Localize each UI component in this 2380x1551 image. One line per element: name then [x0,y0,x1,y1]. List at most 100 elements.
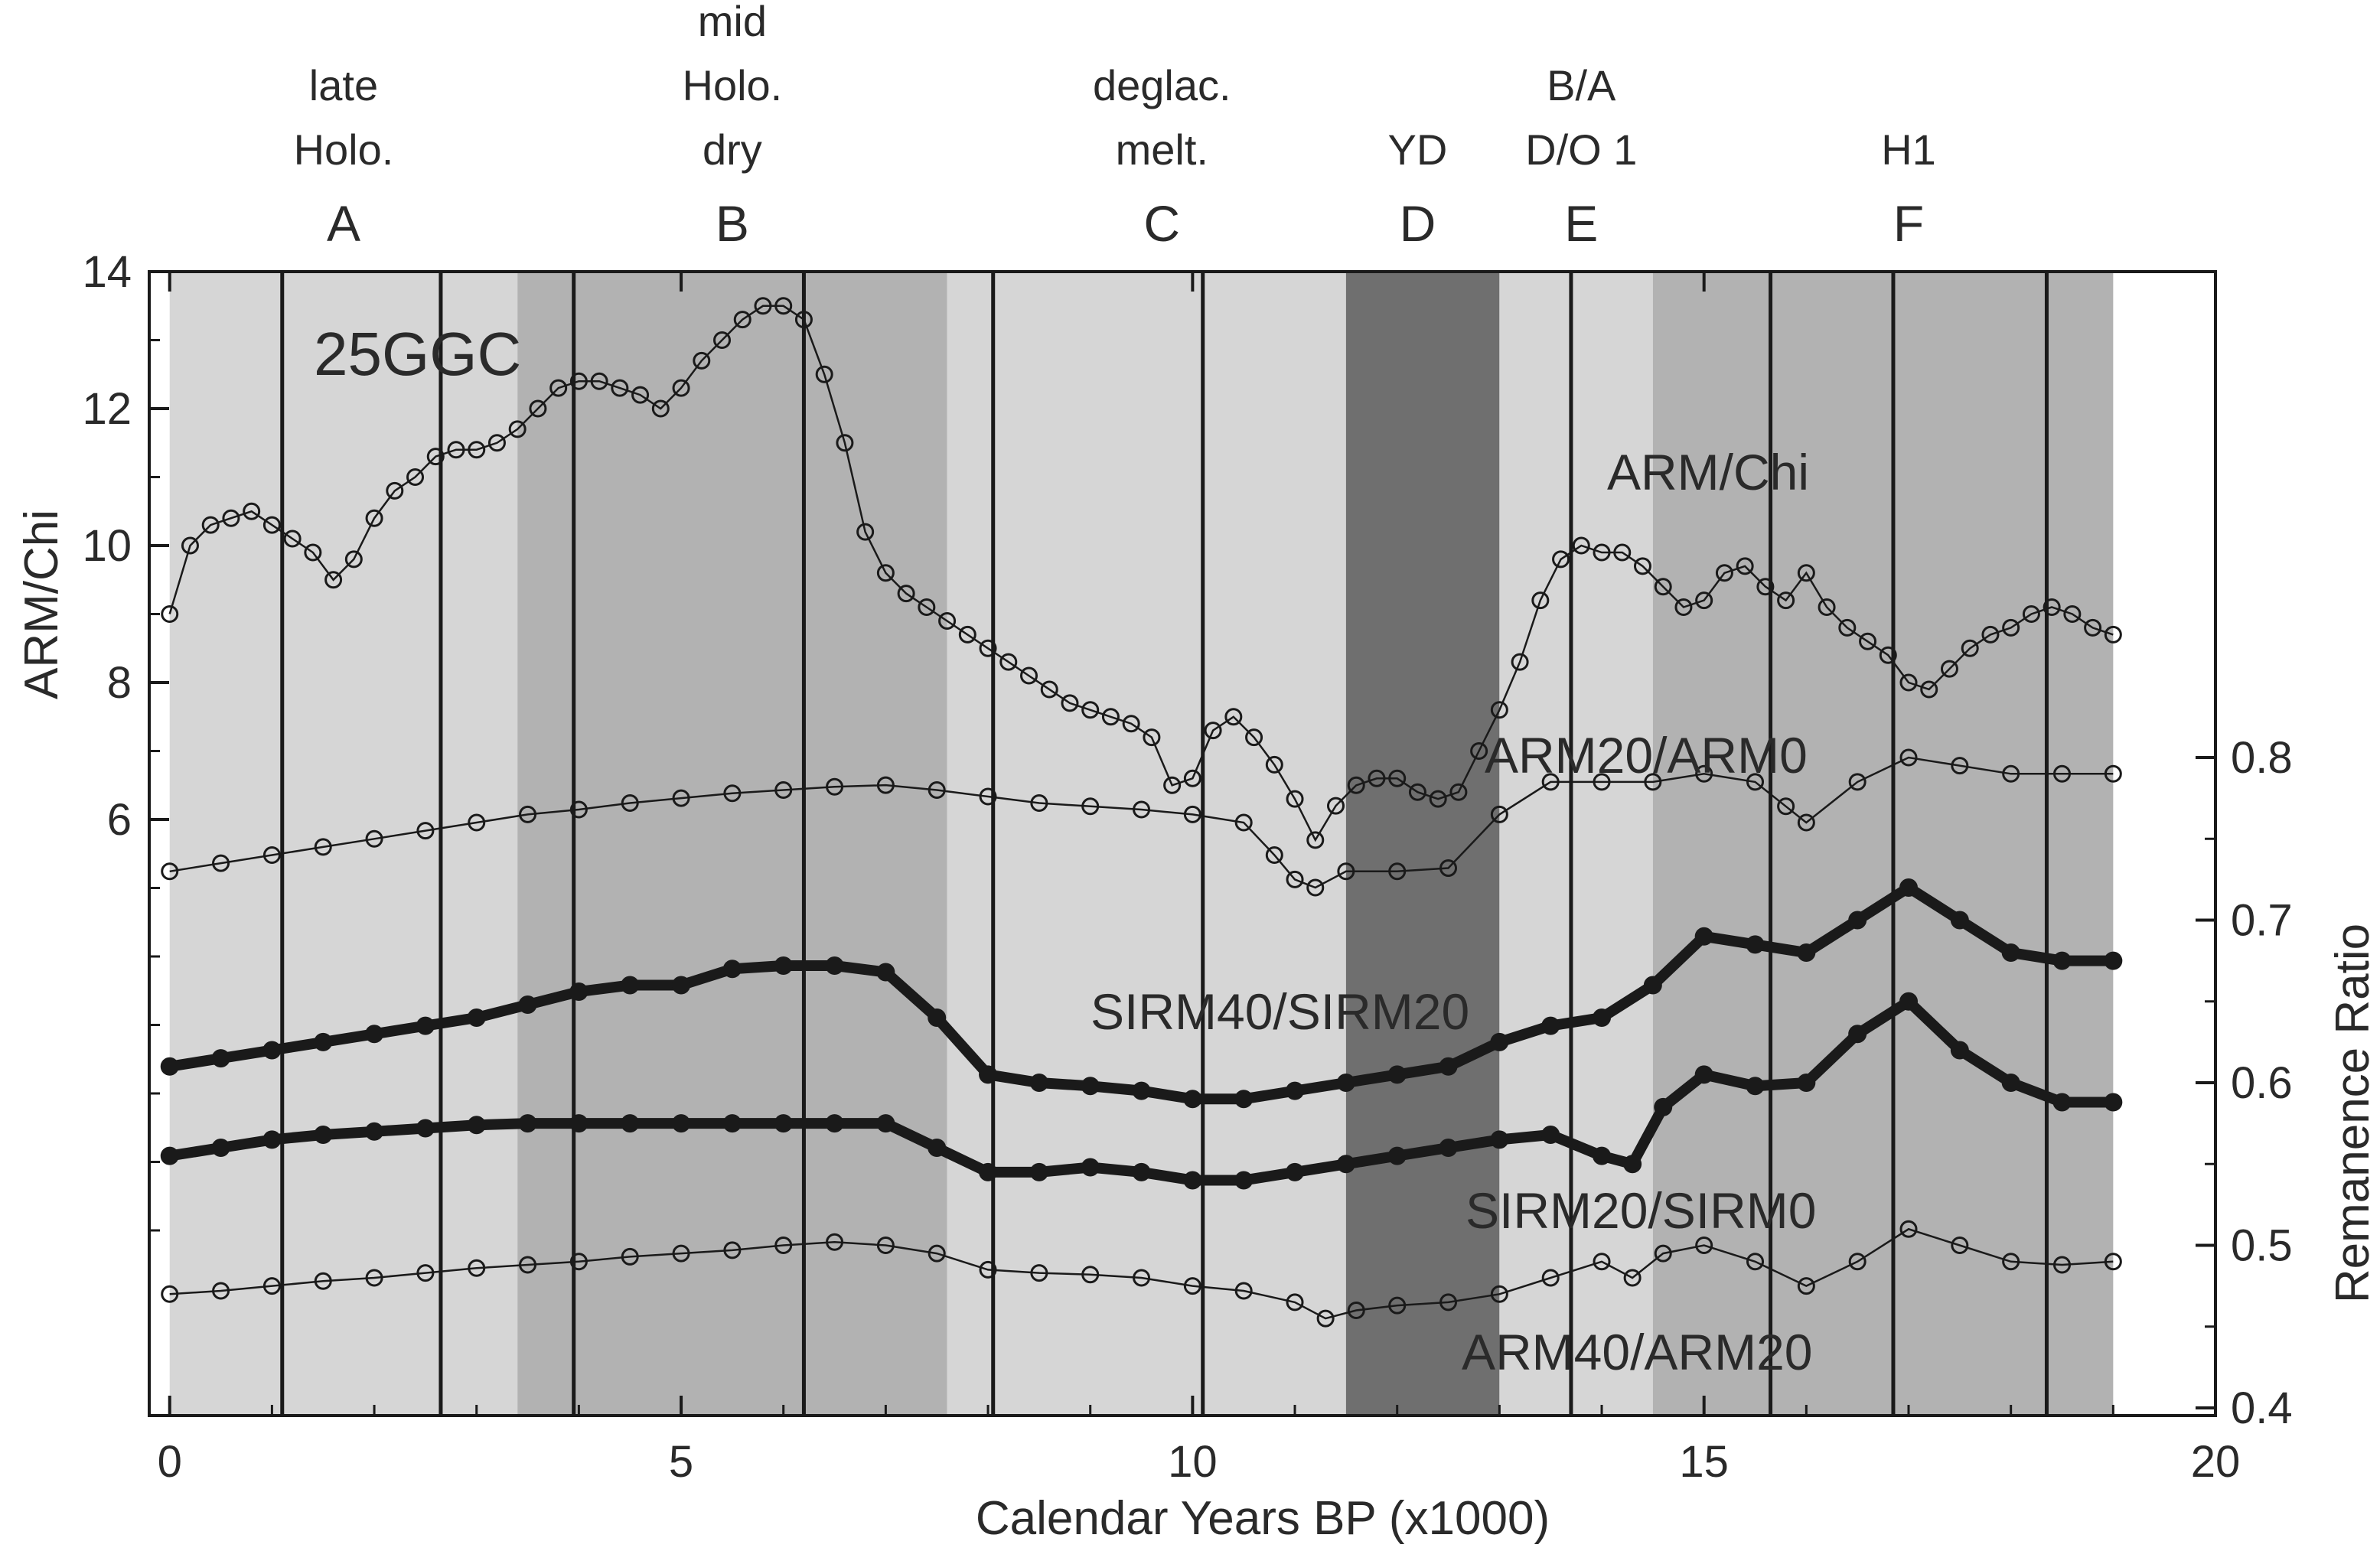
interval-letter: F [1893,195,1924,252]
data-point [416,1264,435,1282]
data-point [1746,1253,1765,1271]
data-point [161,1285,179,1303]
data-point [1695,764,1713,783]
data-point [1143,728,1161,747]
data-point [1940,660,1958,678]
data-point [1286,1081,1305,1100]
data-point [160,1057,179,1076]
interval-letter: E [1564,195,1598,252]
data-point [1643,976,1662,995]
data-point [1439,859,1458,877]
interval-letter: D [1400,195,1436,252]
data-point [621,1247,639,1266]
data-point [2002,618,2020,637]
data-point [979,639,997,657]
data-point [2104,1093,2123,1112]
data-point [181,536,199,555]
data-point [1061,694,1079,712]
data-point [1899,992,1919,1011]
data-point [1326,797,1345,815]
data-point [2002,764,2020,783]
data-point [774,1114,793,1133]
interval-b: mid Holo. dry B [683,0,783,252]
data-point [1336,1155,1355,1174]
data-point [1593,1146,1612,1165]
data-point [2022,605,2040,623]
data-point [1133,1269,1151,1287]
data-point [672,1244,690,1263]
data-point [161,605,179,623]
data-point [2104,764,2122,783]
data-point [1030,1264,1048,1282]
interval-d: YD D [1388,125,1448,252]
data-point [825,956,844,975]
data-point [1336,1074,1355,1092]
data-point [672,1114,691,1133]
data-point [722,960,742,979]
data-point [1899,748,1918,767]
data-point [1286,1293,1304,1312]
data-point [406,468,425,486]
data-point [211,1049,230,1068]
data-point [1040,680,1058,699]
data-point [212,1282,230,1300]
data-point [979,787,997,806]
data-point [262,1277,281,1295]
data-point [569,1114,588,1133]
data-point [1081,1077,1100,1096]
data-point [1593,773,1611,791]
y-right-tick-label: 0.8 [2231,733,2293,783]
data-point [1081,797,1100,816]
y-left-tick-label: 14 [82,247,132,297]
data-point [1541,1269,1560,1287]
data-point [1132,1081,1151,1100]
data-point [1654,578,1672,596]
data-point [1981,625,2000,644]
data-point [1746,935,1765,954]
series-arm40-arm20 [161,1220,2122,1328]
data-point [876,1114,895,1133]
data-point [979,1260,997,1279]
data-point [518,1114,537,1133]
data-point [365,1122,384,1141]
interval-text: deglac. [1093,61,1231,109]
data-point [2052,1093,2072,1112]
y-right-tick-label: 0.6 [2231,1058,2293,1108]
data-point [1654,1244,1672,1263]
data-point [569,982,588,1001]
data-point [1848,911,1867,930]
data-point [468,441,486,459]
shaded-band-4 [1345,272,1500,1416]
data-point [2104,1253,2122,1271]
data-point [1490,701,1508,719]
data-point [1234,1171,1254,1190]
data-point [631,386,650,404]
data-point [774,297,793,315]
data-point [1122,715,1140,733]
data-point [1848,773,1867,791]
data-point [1133,800,1151,819]
data-point [314,1126,333,1144]
data-point [1511,653,1529,671]
series-line [169,1227,2114,1320]
data-point [621,976,640,995]
data-point [519,805,537,823]
data-point [508,420,527,438]
interval-text: melt. [1116,125,1208,174]
data-point [774,781,793,799]
data-point [1613,543,1632,562]
data-point [1920,680,1938,699]
data-point [928,1139,947,1157]
data-point [672,789,690,807]
data-point [1286,790,1304,808]
series-line [168,305,2114,842]
data-point [774,956,793,975]
y-left-tick-label: 8 [107,658,132,708]
data-point [201,516,220,534]
data-point [1449,783,1468,801]
data-point [1183,1090,1202,1109]
data-point [1654,1097,1673,1116]
data-point [1593,1253,1611,1271]
data-point [1490,1285,1508,1303]
